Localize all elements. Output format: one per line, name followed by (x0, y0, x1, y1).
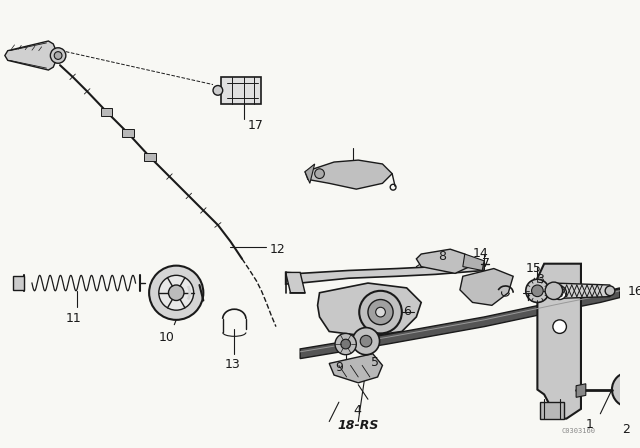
Text: 12: 12 (269, 243, 285, 256)
Polygon shape (285, 263, 484, 284)
Circle shape (360, 336, 372, 347)
Circle shape (553, 286, 566, 300)
Text: 4: 4 (353, 404, 362, 417)
Polygon shape (540, 402, 564, 418)
Text: 8: 8 (438, 250, 447, 263)
Polygon shape (329, 354, 383, 383)
Circle shape (335, 333, 356, 355)
Text: 18-RS: 18-RS (337, 418, 379, 431)
Polygon shape (554, 283, 610, 298)
Polygon shape (305, 160, 392, 189)
Text: 5: 5 (371, 356, 379, 369)
Polygon shape (460, 268, 513, 306)
Circle shape (605, 286, 615, 296)
Circle shape (341, 339, 351, 349)
Circle shape (168, 285, 184, 301)
Polygon shape (5, 41, 58, 70)
Polygon shape (305, 164, 315, 183)
Text: 15: 15 (526, 262, 541, 275)
Circle shape (353, 327, 380, 355)
Circle shape (526, 279, 549, 302)
Polygon shape (285, 272, 305, 293)
Text: 2: 2 (621, 423, 630, 436)
Text: 10: 10 (159, 331, 175, 344)
Text: 3: 3 (536, 273, 544, 286)
Text: 16: 16 (627, 285, 640, 298)
Polygon shape (417, 249, 470, 273)
Polygon shape (221, 77, 261, 104)
Text: 7: 7 (482, 257, 490, 270)
Circle shape (545, 282, 563, 300)
Text: 1: 1 (586, 418, 594, 431)
Text: 13: 13 (225, 358, 241, 370)
Circle shape (553, 320, 566, 333)
Polygon shape (538, 264, 581, 418)
Text: C0303160: C0303160 (561, 428, 595, 434)
Polygon shape (144, 153, 156, 161)
Circle shape (213, 86, 223, 95)
Circle shape (532, 285, 543, 297)
Polygon shape (576, 384, 586, 397)
Circle shape (612, 372, 640, 407)
Polygon shape (13, 276, 24, 290)
Text: 17: 17 (248, 120, 264, 133)
Polygon shape (317, 283, 421, 336)
Circle shape (359, 291, 402, 333)
Polygon shape (300, 288, 620, 358)
Circle shape (315, 169, 324, 178)
Polygon shape (122, 129, 134, 137)
Circle shape (376, 307, 385, 317)
Circle shape (149, 266, 204, 320)
Text: 11: 11 (66, 312, 81, 325)
Polygon shape (463, 254, 484, 271)
Polygon shape (100, 108, 112, 116)
Circle shape (159, 276, 194, 310)
Circle shape (51, 48, 66, 63)
Circle shape (54, 52, 62, 60)
Text: 6: 6 (403, 306, 411, 319)
Circle shape (368, 300, 393, 325)
Circle shape (621, 382, 637, 397)
Text: 14: 14 (472, 247, 488, 260)
Text: 9: 9 (335, 361, 343, 374)
